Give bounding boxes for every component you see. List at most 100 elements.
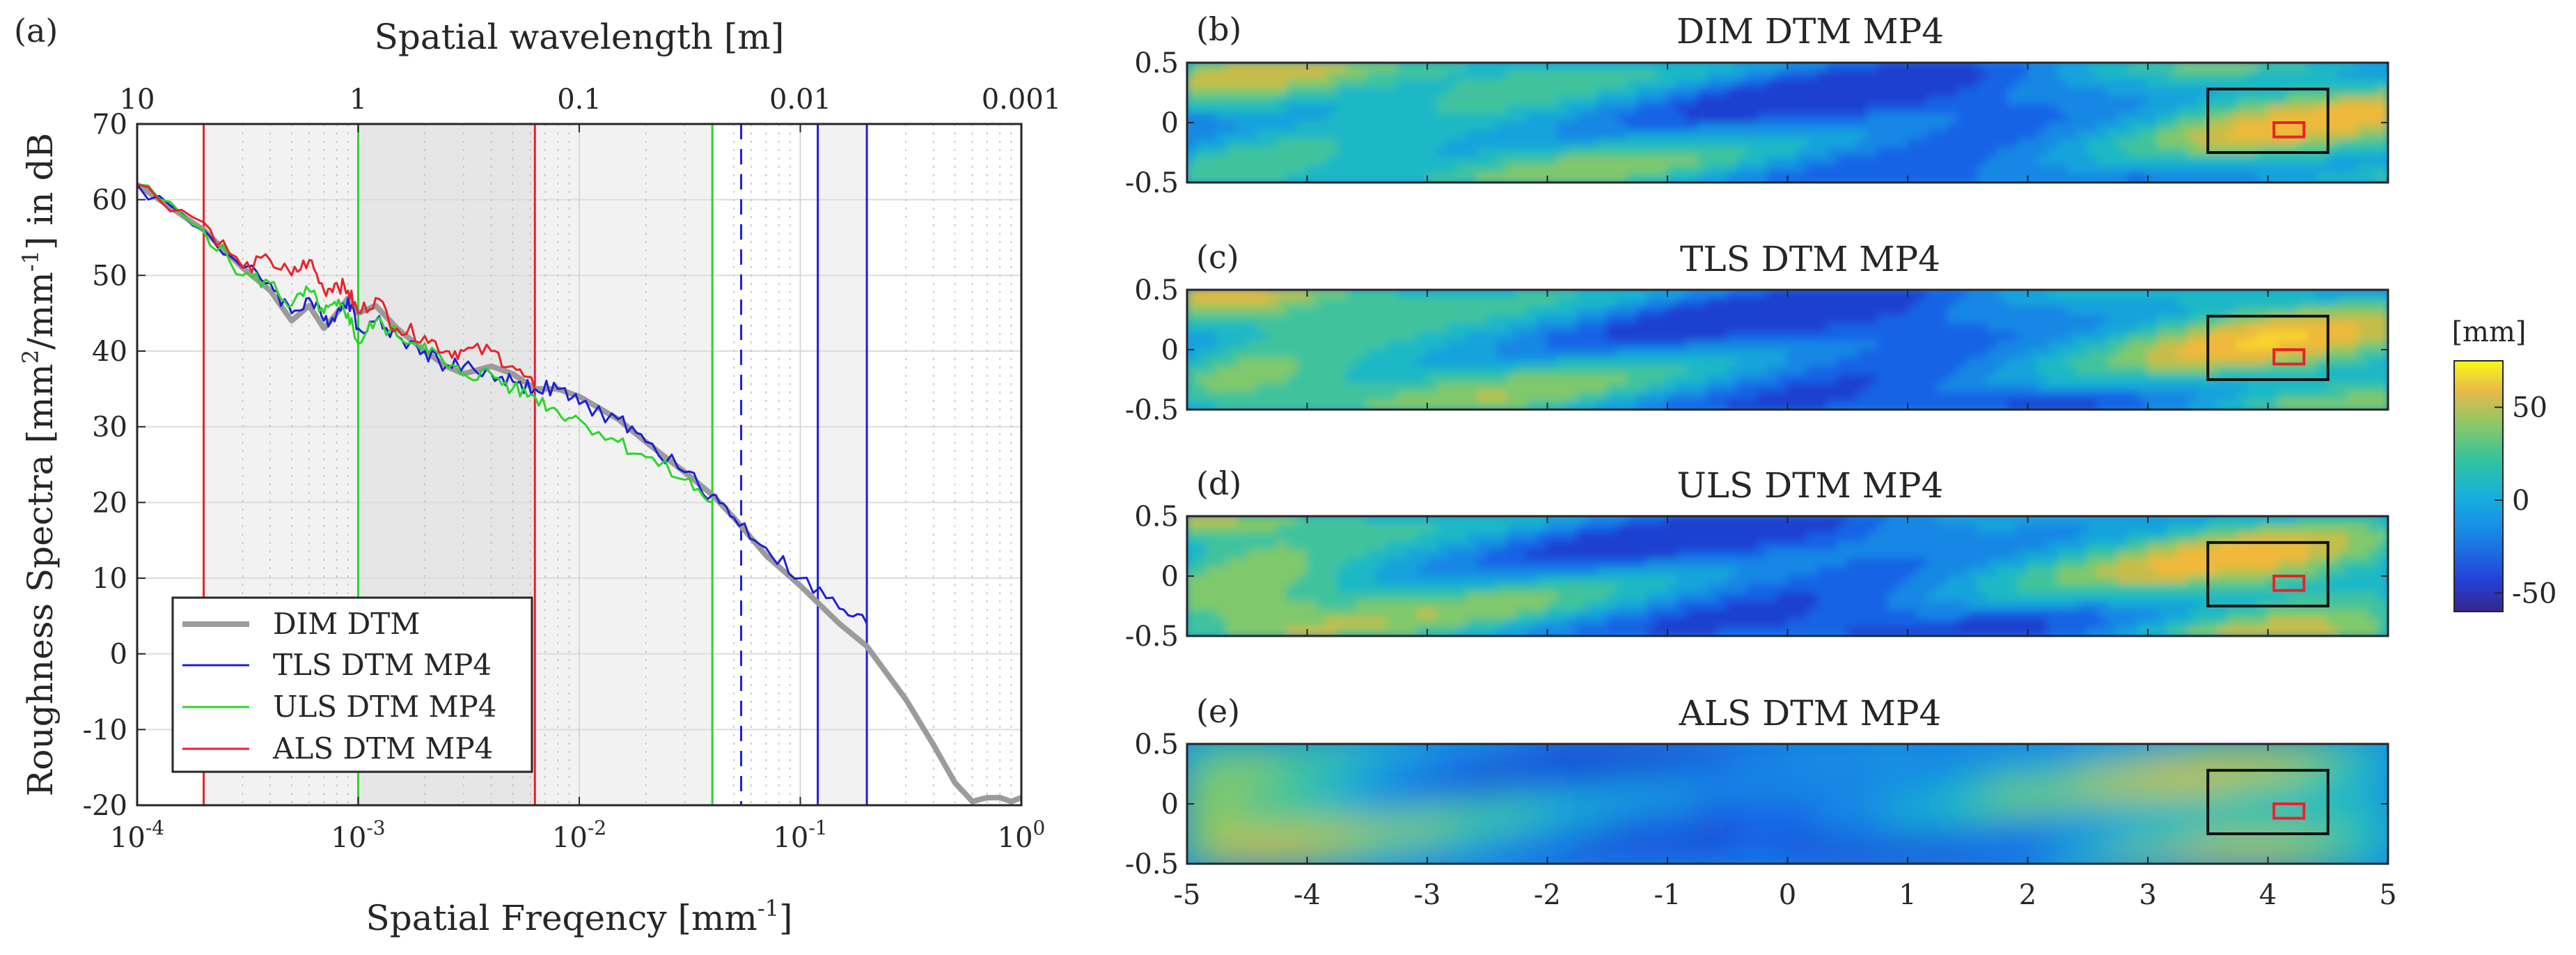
heatmap-2: 0.5 0 -0.5 [1125,501,2389,653]
heatmap-x-tick-10: 5 [2379,879,2396,911]
y-tick-label-9: 70 [92,109,127,141]
colorbar: [mm] 50 0 -50 [2451,316,2557,612]
heatmap-x-tick-3: -2 [1534,879,1561,911]
detail-box-black-3 [2206,768,2330,835]
top-tick-label-1: 1 [350,84,367,116]
y-tick-label-4: 20 [92,487,127,519]
heatmap-cells-1 [1187,290,2388,410]
heatmap-y-tick-3-2: -0.5 [1125,848,1179,880]
heatmap-x-tick-5: 0 [1779,879,1796,911]
heatmap-y-tick-3-1: 0 [1161,789,1179,821]
x-tick-label-0: 10-4 [110,816,164,854]
y-ticks: -20 -10 0 10 20 30 40 50 60 70 [83,109,146,822]
x-tick-label-2: 10-2 [552,816,606,854]
series-line-als-dtm-mp4 [137,183,536,389]
y-tick-label-5: 30 [92,412,127,444]
x-tick-label-1: 10-3 [331,816,385,854]
series-line-tls-dtm-mp4 [137,184,868,624]
shaded-band-3 [817,124,867,805]
detail-box-red-0 [2272,121,2306,139]
y-tick-label-2: 0 [110,639,127,671]
legend: DIM DTM TLS DTM MP4 ULS DTM MP4 ALS DTM … [171,596,533,773]
colorbar-gradient [2453,360,2504,612]
shaded-bands [203,124,867,805]
dtm-panel-c: (c) TLS DTM MP4 [1196,238,1940,279]
x-tick-label-3: 10-1 [773,816,827,854]
panel-tag-c: (c) [1196,238,1239,276]
y-axis-label: Roughness Spectra [mm2/mm-1] in dB [17,133,61,797]
colorbar-ticks: 50 0 -50 [2495,392,2557,610]
dtm-panels: (b) DIM DTM MP4 (c) TLS DTM MP4 (d) ULS … [1125,10,2397,911]
heatmap-y-tick-0-0: 0.5 [1134,47,1179,79]
detail-box-black-2 [2206,541,2330,608]
x-tick-label-4: 100 [998,816,1046,854]
heatmap-y-tick-2-2: -0.5 [1125,621,1179,653]
detail-box-red-2 [2272,575,2306,592]
heatmap-x-tick-1: -4 [1294,879,1321,911]
reference-lines [203,124,868,805]
top-axis-label: Spatial wavelength [m] [375,17,785,57]
legend-label-tls: TLS DTM MP4 [273,648,492,682]
y-tick-label-0: -20 [83,790,127,822]
y-tick-label-6: 40 [92,336,127,368]
panel-tag-e: (e) [1196,692,1240,730]
bottom-axis-label: Spatial Freqency [mm-1] [366,895,793,938]
y-tick-label-3: 10 [92,563,127,595]
shaded-band-2 [535,124,713,805]
panel-tag-b: (b) [1196,10,1241,48]
legend-label-dim: DIM DTM [273,607,420,641]
panel-title-b: DIM DTM MP4 [1676,11,1944,52]
spectrum-series [137,182,1021,805]
dtm-panel-d: (d) ULS DTM MP4 [1196,465,1943,506]
y-tick-label-7: 50 [92,260,127,292]
heatmap-y-tick-2-1: 0 [1161,561,1179,593]
legend-label-uls: ULS DTM MP4 [273,690,496,724]
heatmap-x-tick-6: 1 [1899,879,1916,911]
panel-label-a: (a) [14,12,58,49]
colorbar-tick-label-0: 50 [2512,392,2547,424]
detail-box-black-1 [2206,314,2330,381]
dtm-panel-e: (e) ALS DTM MP4 [1196,692,1941,733]
heatmap-0: 0.5 0 -0.5 [1125,47,2389,199]
heatmap-cells-0 [1187,63,2388,183]
heatmap-3: 0.5 0 -0.5-5 -4 -3 -2 -1 0 1 2 3 4 5 [1125,729,2397,911]
colorbar-tick-label-2: -50 [2512,577,2557,610]
dtm-panel-b: (b) DIM DTM MP4 [1196,10,1944,52]
top-tick-label-3: 0.01 [769,84,831,116]
heatmap-cells-2 [1187,516,2388,636]
panel-title-d: ULS DTM MP4 [1677,465,1944,506]
panel-tag-d: (d) [1196,465,1241,502]
heatmap-y-tick-3-0: 0.5 [1134,729,1179,761]
top-tick-label-0: 10 [120,84,155,116]
heatmap-y-tick-1-2: -0.5 [1125,394,1179,426]
top-tick-label-4: 0.001 [982,84,1062,116]
heatmap-y-tick-1-0: 0.5 [1134,274,1179,306]
heatmap-x-tick-4: -1 [1654,879,1681,911]
heatmap-x-tick-7: 2 [2019,879,2036,911]
colorbar-tick-label-1: 0 [2512,485,2529,517]
heatmap-x-tick-8: 3 [2139,879,2156,911]
heatmap-y-tick-0-1: 0 [1161,107,1179,139]
heatmap-x-tick-9: 4 [2259,879,2277,911]
panel-title-c: TLS DTM MP4 [1680,239,1940,279]
detail-box-red-1 [2272,348,2306,366]
colorbar-label: [mm] [2451,316,2526,348]
legend-label-als: ALS DTM MP4 [272,731,493,766]
detail-box-red-3 [2272,802,2306,820]
heatmap-cells-3 [1187,744,2388,864]
heatmap-y-tick-0-2: -0.5 [1125,167,1179,199]
spectrum-panel: (a) Spatial wavelength [m] -20 -10 0 10 20 30… [14,12,1061,938]
series-line-uls-dtm-mp4 [137,183,713,504]
panel-title-e: ALS DTM MP4 [1679,693,1942,733]
heatmap-x-tick-0: -5 [1174,879,1201,911]
top-x-ticks: 10 1 0.1 0.01 0.001 [120,84,1062,132]
y-tick-label-1: -10 [83,714,127,746]
heatmap-1: 0.5 0 -0.5 [1125,274,2389,426]
heatmap-y-tick-2-0: 0.5 [1134,501,1179,533]
y-tick-label-8: 60 [92,185,127,217]
detail-box-black-0 [2206,87,2330,154]
top-tick-label-2: 0.1 [557,84,602,116]
heatmap-y-tick-1-1: 0 [1161,334,1179,366]
heatmap-x-tick-2: -3 [1414,879,1441,911]
